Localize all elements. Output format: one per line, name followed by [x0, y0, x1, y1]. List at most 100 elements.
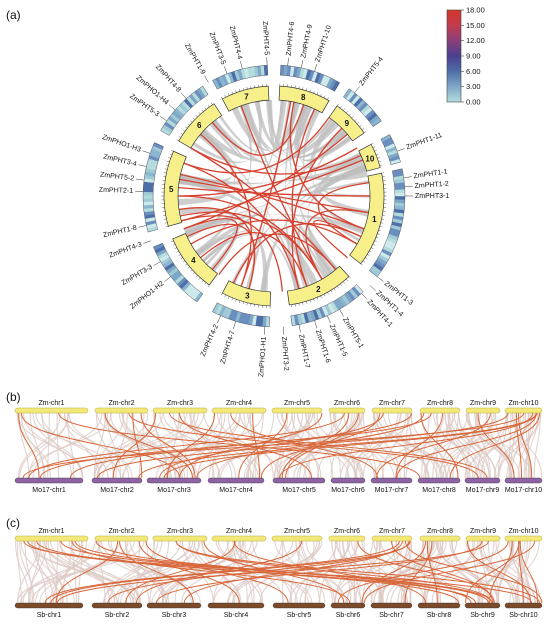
gene-synteny-line — [138, 540, 240, 604]
grey-synteny-line — [353, 540, 356, 604]
grey-synteny-line — [68, 540, 142, 604]
density-segment — [368, 168, 406, 278]
gene-leader-line — [217, 315, 221, 324]
top-chromosome-bar — [504, 535, 543, 542]
gene-synteny-line — [155, 540, 483, 604]
gene-synteny-line — [183, 540, 403, 604]
top-chromosome-bar — [419, 535, 461, 542]
top-chromosome-label: Zm-chr1 — [38, 400, 64, 407]
grey-synteny-line — [487, 540, 500, 604]
grey-synteny-line — [465, 412, 521, 479]
grey-synteny-line — [362, 412, 399, 479]
bottom-chromosome-bar — [146, 602, 202, 609]
red-link — [177, 147, 358, 197]
bottom-chromosome-label: Sb-chr3 — [162, 612, 187, 619]
chromosome-ideogram-8 — [278, 85, 330, 114]
gene-label: ZmPHO1-H1 — [258, 336, 268, 377]
red-link — [291, 108, 316, 287]
gene-leader-line — [168, 104, 176, 111]
grey-synteny-line — [40, 412, 73, 479]
top-chromosome-label: Zm-chr7 — [379, 400, 405, 407]
bottom-chromosome-label: Mo17-chr10 — [505, 487, 542, 494]
bottom-chromosome-bar — [91, 477, 143, 484]
bottom-chromosome-label: Sb-chr4 — [224, 612, 249, 619]
grey-synteny-line — [133, 540, 156, 604]
bottom-chromosome-label: Mo17-chr5 — [282, 487, 316, 494]
grey-synteny-line — [243, 412, 274, 479]
chromosome-number: 10 — [365, 154, 374, 163]
gene-synteny-line — [361, 540, 427, 604]
grey-synteny-line — [525, 412, 532, 479]
bottom-chromosome-bar — [14, 602, 84, 609]
grey-synteny-line — [339, 540, 352, 604]
grey-synteny-line — [517, 412, 536, 479]
gene-synteny-line — [517, 412, 533, 479]
gene-synteny-line — [28, 412, 345, 479]
bottom-chromosome-label: Sb-chr10 — [509, 612, 538, 619]
top-chromosome-label: Zm-chr7 — [379, 528, 405, 535]
grey-link — [240, 104, 362, 169]
bottom-chromosome-bar — [91, 602, 143, 609]
top-chromosome-label: Zm-chr2 — [108, 400, 134, 407]
gene-label: ZmPHT3-5 — [208, 31, 227, 66]
red-link — [186, 223, 256, 289]
red-link — [200, 232, 308, 287]
grey-synteny-line — [165, 540, 237, 604]
gene-leader-line — [361, 293, 368, 300]
top-chromosome-bar — [271, 407, 323, 414]
grey-synteny-line — [95, 412, 114, 479]
chromosome-ideogram-2 — [286, 265, 350, 306]
bottom-chromosome-label: Sb-chr9 — [470, 612, 495, 619]
grey-link — [200, 121, 340, 163]
grey-link — [244, 103, 318, 152]
top-chromosome-bar — [504, 407, 543, 414]
gene-leader-line — [138, 164, 147, 167]
gene-label: ZmPHT3-4 — [102, 154, 137, 169]
grey-synteny-line — [97, 540, 170, 604]
grey-synteny-line — [476, 412, 491, 479]
density-segment — [280, 64, 340, 92]
gene-label: ZmPHT4-4 — [228, 25, 243, 60]
grey-link — [202, 131, 348, 263]
grey-synteny-line — [115, 412, 128, 479]
top-chromosome-bar — [328, 407, 366, 414]
grey-link — [184, 214, 365, 237]
grey-synteny-line — [97, 412, 157, 479]
grey-synteny-line — [400, 540, 413, 604]
grey-synteny-line — [30, 540, 137, 604]
gene-leader-line — [314, 63, 318, 72]
grey-synteny-line — [217, 412, 314, 479]
grey-synteny-line — [208, 412, 251, 479]
grey-synteny-line — [98, 540, 106, 604]
red-link — [183, 116, 330, 174]
density-segment — [212, 64, 268, 90]
top-chromosome-label: Zm-chr3 — [167, 528, 193, 535]
grey-synteny-line — [373, 540, 436, 604]
red-link — [183, 162, 300, 289]
gene-leader-line — [204, 75, 209, 83]
gene-leader-line — [223, 66, 228, 74]
grey-synteny-line — [343, 412, 384, 479]
gene-leader-line — [233, 321, 236, 329]
top-chromosome-label: Zm-chr6 — [334, 528, 360, 535]
bottom-chromosome-bar — [504, 477, 543, 484]
grey-synteny-line — [387, 412, 438, 479]
top-chromosome-bar — [14, 535, 89, 542]
grey-synteny-line — [437, 540, 480, 604]
colorbar-tick-label: 6.00 — [466, 67, 481, 76]
chromosome-ideogram-7 — [221, 85, 270, 112]
grey-synteny-line — [345, 540, 405, 604]
top-chromosome-bar — [152, 535, 208, 542]
grey-synteny-line — [16, 540, 22, 604]
grey-synteny-line — [331, 540, 357, 604]
grey-synteny-line — [436, 540, 483, 604]
grey-synteny-line — [447, 412, 478, 479]
grey-synteny-line — [362, 412, 377, 479]
grey-link — [296, 104, 364, 171]
density-segment — [153, 242, 204, 303]
gene-synteny-line — [20, 412, 181, 479]
top-chromosome-bar — [328, 535, 366, 542]
grey-synteny-line — [458, 412, 486, 479]
top-chromosome-label: Zm-chr4 — [226, 400, 252, 407]
red-link — [178, 186, 371, 197]
